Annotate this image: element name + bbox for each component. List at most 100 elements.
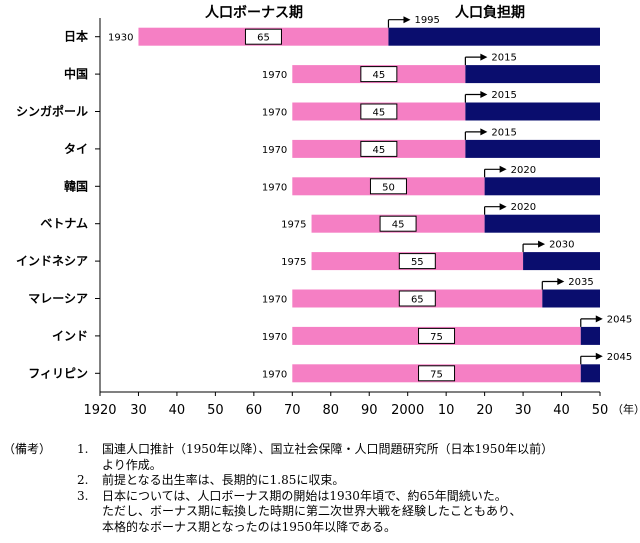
duration-label: 45 (372, 108, 385, 119)
burden-period-bar (523, 252, 600, 271)
country-label: 中国 (64, 66, 88, 81)
start-year-label: 1930 (108, 33, 133, 44)
end-year-label: 2030 (549, 240, 574, 251)
x-tick-label: 50 (592, 403, 609, 418)
legend-burden-label: 人口負担期 (455, 5, 525, 21)
transition-arrow-head (595, 315, 603, 323)
legend-bonus-label: 人口ボーナス期 (205, 5, 303, 21)
burden-period-bar (580, 364, 600, 383)
burden-period-bar (484, 214, 600, 233)
duration-label: 45 (372, 145, 385, 156)
note-row: （備考） 1. 国連人口推計（1950年以降）、国立社会保障・人口問題研究所（日… (0, 442, 640, 458)
duration-box (369, 178, 407, 195)
burden-period-bar (465, 102, 600, 121)
end-year-label: 2015 (491, 127, 516, 138)
transition-arrow-head (480, 53, 488, 61)
duration-label: 65 (411, 295, 424, 306)
start-year-label: 1970 (262, 145, 287, 156)
x-tick-label: 40 (553, 403, 570, 418)
country-label: タイ (64, 142, 88, 156)
note-text: 本格的なボーナス期となったのは1950年以降である。 (102, 519, 397, 534)
x-tick-label: 90 (361, 403, 378, 418)
end-year-label: 2035 (568, 277, 593, 288)
country-label: インド (52, 329, 88, 343)
note-text: 前提となる出生率は、長期的に1.85に収束。 (102, 473, 345, 487)
note-row: 3. 日本については、人口ボーナス期の開始は1930年頃で、約65年間続いた。 (0, 489, 640, 505)
note-text: ただし、ボーナス期に転換した時期に第二次世界大戦を経験したこともあり、 (102, 504, 522, 518)
start-year-label: 1970 (262, 369, 287, 380)
x-axis-unit: （年） (612, 402, 640, 416)
duration-box (418, 365, 456, 382)
end-year-label: 1995 (414, 15, 439, 26)
duration-box (398, 253, 436, 270)
start-year-label: 1970 (262, 182, 287, 193)
x-tick-label: 2000 (391, 403, 424, 418)
x-tick-label: 40 (169, 403, 186, 418)
x-tick-label: 10 (438, 403, 455, 418)
transition-arrow-head (499, 203, 507, 211)
transition-arrow-head (538, 240, 546, 248)
country-label: 日本 (64, 29, 88, 44)
duration-box (379, 215, 417, 232)
country-label: フィリピン (28, 366, 88, 380)
note-row: 2. 前提となる出生率は、長期的に1.85に収束。 (0, 473, 640, 489)
burden-period-bar (484, 177, 600, 196)
duration-label: 45 (392, 220, 405, 231)
start-year-label: 1975 (281, 257, 306, 268)
start-year-label: 1970 (262, 108, 287, 119)
note-number: 3. (77, 488, 89, 503)
country-label: シンガポール (16, 104, 88, 119)
x-tick-label: 30 (130, 403, 147, 418)
x-tick-label: 30 (515, 403, 532, 418)
duration-box (360, 66, 398, 83)
start-year-label: 1975 (281, 220, 306, 231)
x-tick-label: 1920 (83, 403, 116, 418)
start-year-label: 1970 (262, 70, 287, 81)
country-label: インドネシア (16, 254, 88, 268)
end-year-label: 2020 (511, 165, 536, 176)
duration-label: 75 (430, 369, 443, 380)
note-text: 国連人口推計（1950年以降）、国立社会保障・人口問題研究所（日本1950年以前… (102, 442, 554, 456)
duration-box (398, 290, 436, 307)
x-tick-label: 70 (284, 403, 301, 418)
demographic-bonus-chart: 日本 1930 65 1995 中国 1970 45 2015 シンガポール 1970 45 2015… (16, 15, 640, 418)
burden-period-bar (465, 65, 600, 84)
end-year-label: 2045 (607, 352, 632, 363)
duration-box (418, 327, 456, 344)
duration-label: 50 (382, 182, 395, 193)
duration-box (360, 103, 398, 120)
notes-section: （備考） 1. 国連人口推計（1950年以降）、国立社会保障・人口問題研究所（日… (0, 442, 640, 535)
transition-arrow-head (480, 91, 488, 98)
end-year-label: 2015 (491, 53, 516, 64)
note-row: 本格的なボーナス期となったのは1950年以降である。 (0, 520, 640, 536)
transition-arrow-head (595, 352, 603, 360)
duration-box (360, 140, 398, 157)
x-tick-label: 80 (322, 403, 339, 418)
x-tick-label: 60 (246, 403, 263, 418)
duration-label: 75 (430, 332, 443, 343)
note-number: 2. (77, 473, 89, 487)
note-text: 日本については、人口ボーナス期の開始は1930年頃で、約65年間続いた。 (102, 488, 507, 503)
transition-arrow-head (557, 278, 565, 285)
end-year-label: 2015 (491, 90, 516, 101)
country-label: マレーシア (28, 292, 88, 306)
note-row: より作成。 (0, 458, 640, 474)
start-year-label: 1970 (262, 332, 287, 343)
country-label: ベトナム (40, 217, 88, 231)
end-year-label: 2020 (511, 202, 536, 213)
duration-label: 45 (372, 70, 385, 81)
end-year-label: 2045 (607, 314, 632, 325)
notes-label: （備考） (3, 442, 52, 456)
x-tick-label: 20 (476, 403, 493, 418)
country-label: 韓国 (64, 178, 88, 193)
burden-period-bar (542, 289, 600, 308)
note-number: 1. (77, 442, 89, 456)
start-year-label: 1970 (262, 295, 287, 306)
duration-label: 65 (257, 33, 270, 44)
transition-arrow-head (499, 165, 507, 173)
duration-label: 55 (411, 257, 424, 268)
duration-box (244, 28, 282, 45)
burden-period-bar (580, 326, 600, 345)
note-text: より作成。 (102, 457, 162, 472)
note-row: ただし、ボーナス期に転換した時期に第二次世界大戦を経験したこともあり、 (0, 504, 640, 520)
